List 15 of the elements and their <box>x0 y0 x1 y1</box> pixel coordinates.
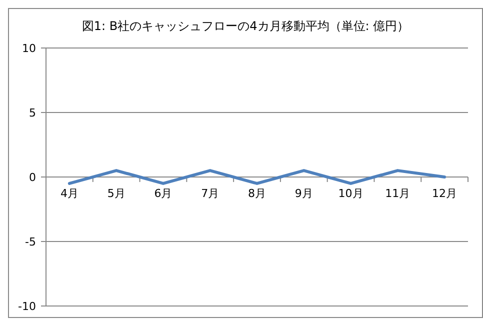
y-tick-label: 10 <box>22 42 36 55</box>
x-tick-label: 9月 <box>294 187 313 200</box>
y-tick-label: -10 <box>18 300 36 313</box>
y-tick-label: 5 <box>29 106 36 120</box>
x-tick-label: 12月 <box>432 187 458 200</box>
x-tick-label: 4月 <box>60 187 78 200</box>
x-tick-label: 6月 <box>154 187 172 200</box>
x-tick-label: 5月 <box>107 187 126 200</box>
y-tick-label: -5 <box>25 235 36 248</box>
x-tick-label: 7月 <box>201 187 220 200</box>
x-tick-label: 8月 <box>248 187 266 200</box>
x-tick-label: 10月 <box>338 187 364 200</box>
y-tick-label: 0 <box>29 170 36 184</box>
x-tick-label: 11月 <box>385 187 410 200</box>
chart-title: 図1: B社のキャッシュフローの4カ月移動平均（単位: 億円） <box>82 19 410 33</box>
